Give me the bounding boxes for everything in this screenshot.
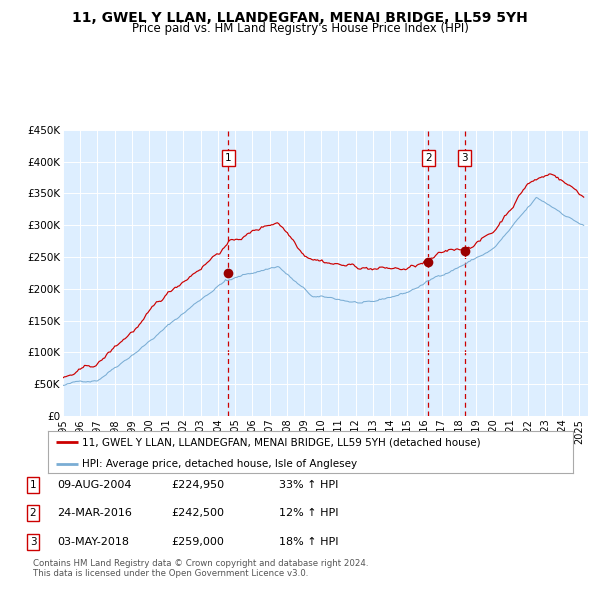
Text: 3: 3 <box>461 153 468 163</box>
Text: £259,000: £259,000 <box>171 537 224 546</box>
Text: 3: 3 <box>29 537 37 546</box>
Text: This data is licensed under the Open Government Licence v3.0.: This data is licensed under the Open Gov… <box>33 569 308 578</box>
Text: 11, GWEL Y LLAN, LLANDEGFAN, MENAI BRIDGE, LL59 5YH (detached house): 11, GWEL Y LLAN, LLANDEGFAN, MENAI BRIDG… <box>82 437 481 447</box>
Text: 1: 1 <box>29 480 37 490</box>
Text: HPI: Average price, detached house, Isle of Anglesey: HPI: Average price, detached house, Isle… <box>82 459 357 469</box>
Text: 2: 2 <box>29 509 37 518</box>
Text: 09-AUG-2004: 09-AUG-2004 <box>57 480 131 490</box>
Text: £224,950: £224,950 <box>171 480 224 490</box>
Text: Contains HM Land Registry data © Crown copyright and database right 2024.: Contains HM Land Registry data © Crown c… <box>33 559 368 568</box>
Text: 33% ↑ HPI: 33% ↑ HPI <box>279 480 338 490</box>
Text: 11, GWEL Y LLAN, LLANDEGFAN, MENAI BRIDGE, LL59 5YH: 11, GWEL Y LLAN, LLANDEGFAN, MENAI BRIDG… <box>72 11 528 25</box>
Text: 24-MAR-2016: 24-MAR-2016 <box>57 509 132 518</box>
Text: 18% ↑ HPI: 18% ↑ HPI <box>279 537 338 546</box>
Text: 03-MAY-2018: 03-MAY-2018 <box>57 537 129 546</box>
Text: 1: 1 <box>225 153 232 163</box>
Text: Price paid vs. HM Land Registry's House Price Index (HPI): Price paid vs. HM Land Registry's House … <box>131 22 469 35</box>
Text: 2: 2 <box>425 153 432 163</box>
Text: 12% ↑ HPI: 12% ↑ HPI <box>279 509 338 518</box>
Text: £242,500: £242,500 <box>171 509 224 518</box>
